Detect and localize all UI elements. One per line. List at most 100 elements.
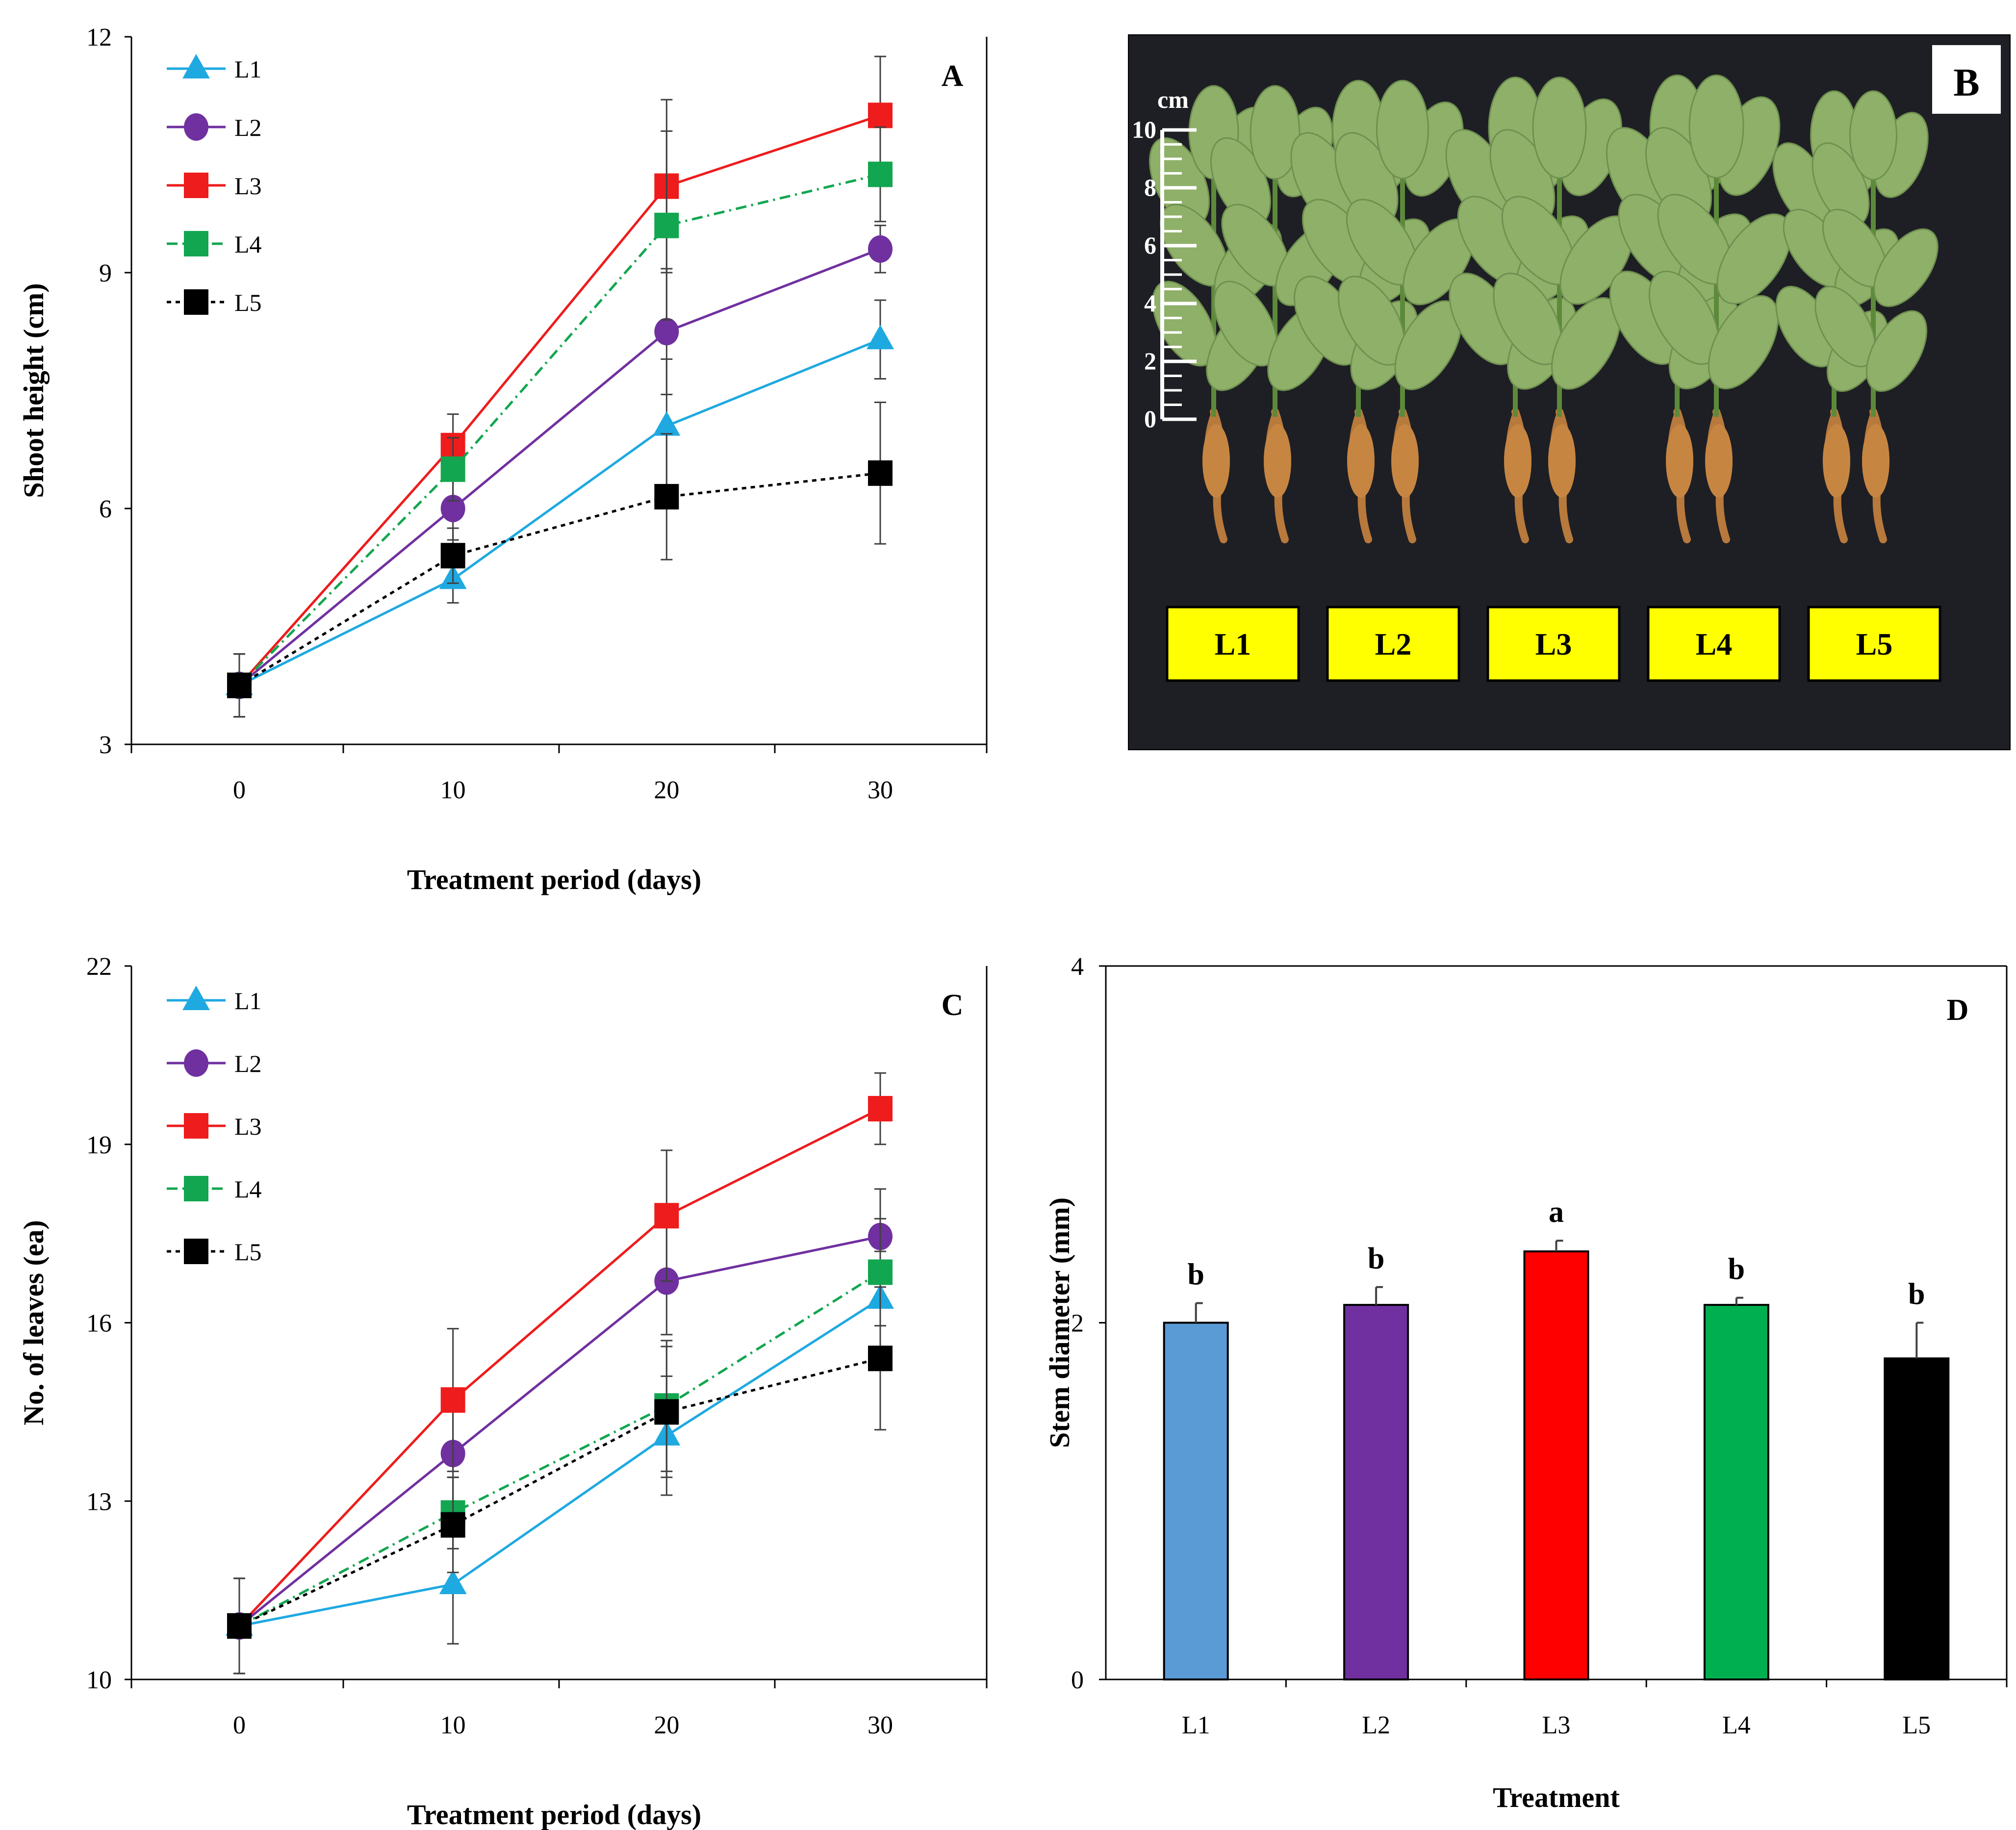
leaf bbox=[1873, 228, 1939, 307]
bar-l5 bbox=[1884, 1357, 1950, 1680]
group-label-box bbox=[1647, 606, 1781, 682]
legend-marker bbox=[184, 113, 208, 141]
legend-marker bbox=[184, 1176, 208, 1201]
series-line bbox=[238, 338, 881, 686]
root-tuber bbox=[1347, 424, 1375, 498]
data-point bbox=[654, 212, 679, 238]
data-point bbox=[227, 672, 252, 698]
data-point bbox=[440, 543, 465, 569]
panel-label-box-b bbox=[1932, 45, 2001, 114]
leaf bbox=[1849, 90, 1897, 180]
leaf bbox=[1250, 85, 1301, 180]
data-point bbox=[868, 460, 893, 486]
legend-label: L2 bbox=[234, 1050, 262, 1077]
x-tick-label: 30 bbox=[868, 776, 893, 804]
x-tick-label: 10 bbox=[440, 1711, 466, 1739]
y-tick-label: 6 bbox=[99, 495, 112, 523]
data-point bbox=[440, 495, 465, 522]
legend-item-l1: L1 bbox=[167, 54, 262, 83]
significance-letter: a bbox=[1549, 1195, 1564, 1229]
group-label-box bbox=[1166, 606, 1300, 682]
data-point bbox=[654, 1203, 679, 1229]
legend-marker bbox=[184, 173, 208, 198]
data-point bbox=[654, 318, 679, 346]
series-line bbox=[238, 1107, 881, 1627]
x-tick-label: 10 bbox=[440, 776, 466, 804]
x-tick-label: L2 bbox=[1362, 1711, 1390, 1739]
x-axis-title: Treatment period (days) bbox=[407, 1799, 701, 1830]
data-point bbox=[654, 483, 679, 509]
group-label-box bbox=[1486, 606, 1621, 682]
series-l1 bbox=[226, 299, 894, 718]
ruler-tick-label: 4 bbox=[1144, 289, 1156, 317]
ruler-tick-label: 8 bbox=[1144, 174, 1156, 201]
seedling bbox=[1489, 76, 1633, 543]
chart-leaf-number: 10 13 16 19 22 0 10 20 30 Treatment period (days)… bbox=[18, 953, 988, 1830]
series-l4 bbox=[227, 126, 893, 718]
y-tick-label: 9 bbox=[99, 259, 112, 287]
root-tuber bbox=[1548, 424, 1576, 498]
leaf bbox=[1708, 295, 1779, 390]
series-line bbox=[238, 173, 881, 686]
legend-label: L2 bbox=[234, 114, 262, 141]
data-point bbox=[227, 1613, 252, 1639]
root-tuber bbox=[1705, 424, 1733, 498]
y-tick-label: 16 bbox=[86, 1310, 112, 1338]
group-label-l4: L4 bbox=[1647, 606, 1781, 682]
x-tick-label: L5 bbox=[1902, 1711, 1931, 1739]
leaf bbox=[1865, 310, 1928, 392]
data-point bbox=[868, 235, 893, 263]
legend-label: L4 bbox=[234, 230, 262, 258]
leaf bbox=[1688, 75, 1744, 178]
data-point bbox=[868, 161, 893, 187]
significance-letter: b bbox=[1187, 1258, 1204, 1291]
legend-item-l4: L4 bbox=[167, 1175, 262, 1203]
series-l5 bbox=[227, 1286, 893, 1675]
x-tick-label: L4 bbox=[1722, 1711, 1751, 1739]
legend-item-l3: L3 bbox=[167, 1113, 262, 1140]
legend-item-l2: L2 bbox=[167, 113, 262, 141]
series-line bbox=[238, 1271, 881, 1627]
x-tick-label: 20 bbox=[654, 776, 679, 804]
x-tick-label: L1 bbox=[1182, 1711, 1210, 1739]
y-tick-label: 2 bbox=[1071, 1310, 1084, 1338]
root-tuber bbox=[1666, 424, 1693, 498]
legend-label: L3 bbox=[234, 1113, 262, 1140]
y-axis-title: No. of leaves (ea) bbox=[18, 1220, 50, 1425]
seedling bbox=[1334, 79, 1475, 543]
x-axis-title: Treatment bbox=[1493, 1781, 1620, 1813]
panel-label: C bbox=[942, 989, 964, 1022]
legend-label: L5 bbox=[234, 1238, 262, 1266]
x-axis-title: Treatment period (days) bbox=[407, 864, 701, 895]
legend-label: L5 bbox=[234, 289, 262, 316]
root-tuber bbox=[1391, 424, 1419, 498]
series-line bbox=[238, 248, 881, 686]
bar-l2 bbox=[1343, 1304, 1409, 1680]
series-l5 bbox=[227, 402, 893, 718]
scale-ruler: cm 10 8 6 4 2 0 bbox=[1132, 86, 1197, 432]
group-label-l1: L1 bbox=[1166, 606, 1300, 682]
group-label-text: L5 bbox=[1856, 627, 1893, 661]
group-label-text: L3 bbox=[1535, 627, 1572, 661]
legend-item-l2: L2 bbox=[167, 1049, 262, 1077]
legend-item-l5: L5 bbox=[167, 1238, 262, 1266]
series-line bbox=[238, 472, 881, 686]
y-tick-label: 0 bbox=[1071, 1666, 1084, 1694]
data-point bbox=[868, 1096, 893, 1121]
leaf bbox=[1716, 213, 1792, 305]
y-tick-label: 3 bbox=[99, 731, 112, 759]
significance-letter: b bbox=[1728, 1253, 1745, 1286]
data-point bbox=[868, 102, 893, 128]
y-tick-label: 19 bbox=[86, 1131, 112, 1159]
ruler-tick-label: 0 bbox=[1144, 405, 1156, 432]
y-tick-label: 4 bbox=[1071, 953, 1084, 981]
bar-l3 bbox=[1523, 1250, 1589, 1680]
legend-label: L1 bbox=[234, 55, 262, 83]
panel-label: D bbox=[1947, 993, 1969, 1027]
data-point bbox=[440, 1512, 465, 1538]
x-tick-label: L3 bbox=[1542, 1711, 1571, 1739]
y-tick-label: 13 bbox=[86, 1488, 112, 1516]
legend-marker bbox=[184, 231, 208, 256]
series-l2 bbox=[227, 1188, 893, 1675]
group-label-text: L2 bbox=[1375, 627, 1412, 661]
